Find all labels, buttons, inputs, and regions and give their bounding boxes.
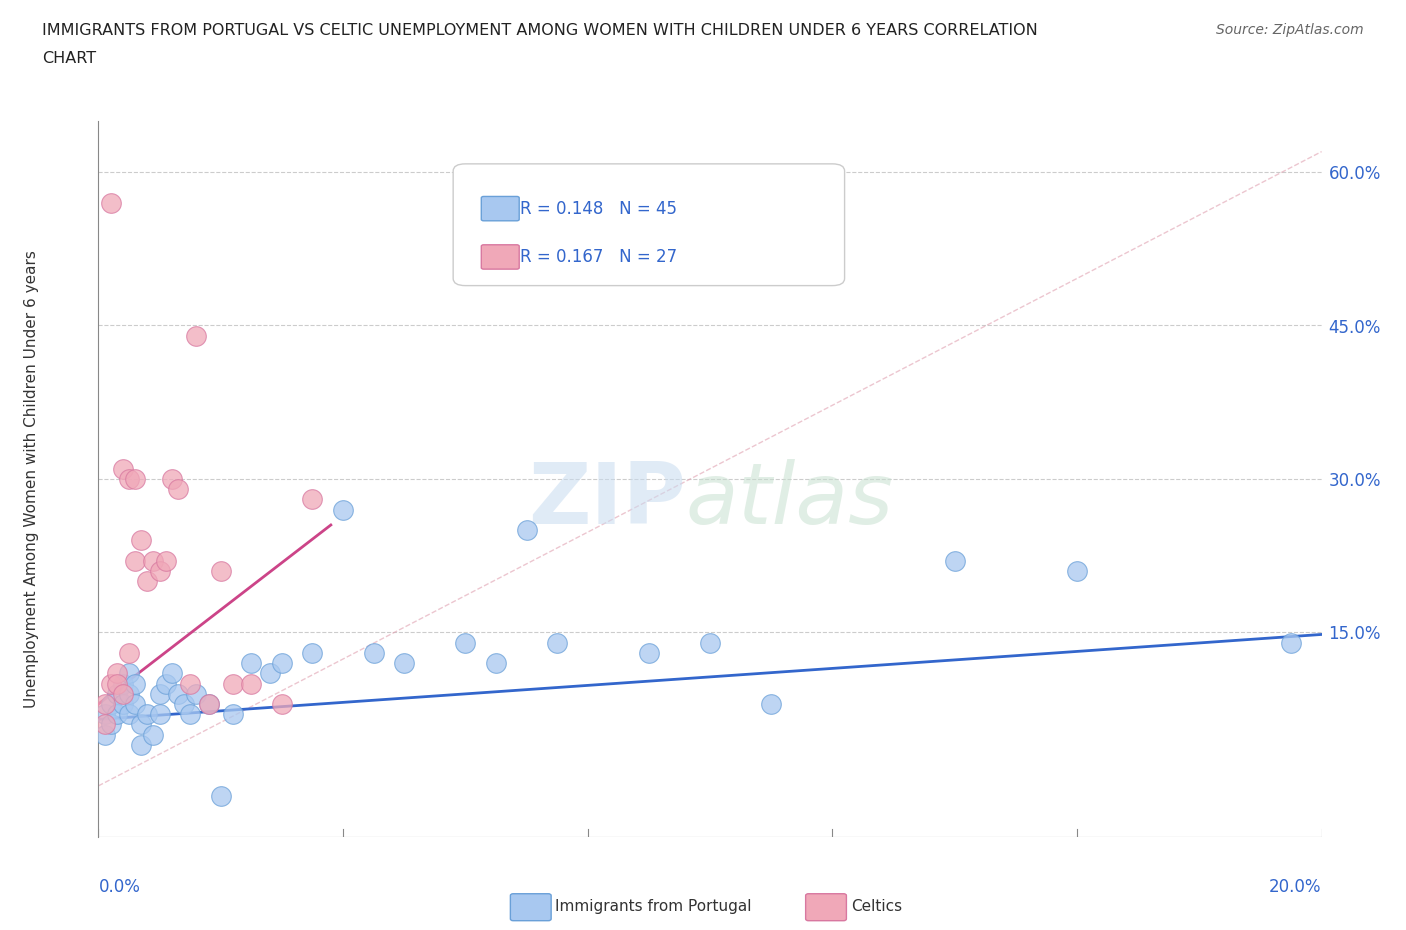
Point — [240, 656, 263, 671]
Point — [100, 676, 122, 691]
Text: ZIP: ZIP — [527, 458, 686, 542]
Point — [943, 553, 966, 568]
Point — [155, 553, 177, 568]
Point — [111, 686, 134, 701]
Point — [270, 656, 292, 671]
Point — [105, 666, 128, 681]
Point — [173, 697, 195, 711]
Point — [129, 533, 152, 548]
Point — [363, 645, 385, 660]
Point — [546, 635, 568, 650]
Point — [332, 502, 354, 517]
Point — [167, 482, 190, 497]
Point — [259, 666, 281, 681]
FancyBboxPatch shape — [481, 196, 519, 220]
Point — [209, 564, 232, 578]
Point — [454, 635, 477, 650]
Point — [149, 686, 172, 701]
Point — [222, 676, 245, 691]
Point — [100, 195, 122, 210]
Point — [124, 553, 146, 568]
Text: 0.0%: 0.0% — [98, 878, 141, 896]
Point — [485, 656, 508, 671]
Point — [142, 553, 165, 568]
Point — [167, 686, 190, 701]
Point — [186, 686, 208, 701]
Point — [100, 697, 122, 711]
Point — [392, 656, 416, 671]
Point — [209, 789, 232, 804]
Point — [142, 727, 165, 742]
Point — [105, 676, 128, 691]
Point — [270, 697, 292, 711]
Point — [129, 717, 152, 732]
Point — [136, 574, 159, 589]
Point — [186, 328, 208, 343]
Point — [136, 707, 159, 722]
Point — [124, 676, 146, 691]
Point — [124, 697, 146, 711]
Point — [93, 727, 115, 742]
Text: 20.0%: 20.0% — [1270, 878, 1322, 896]
Text: IMMIGRANTS FROM PORTUGAL VS CELTIC UNEMPLOYMENT AMONG WOMEN WITH CHILDREN UNDER : IMMIGRANTS FROM PORTUGAL VS CELTIC UNEMP… — [42, 23, 1038, 38]
Point — [93, 707, 115, 722]
Point — [93, 717, 115, 732]
Point — [1066, 564, 1088, 578]
Point — [111, 697, 134, 711]
Point — [149, 564, 172, 578]
Point — [149, 707, 172, 722]
Text: Source: ZipAtlas.com: Source: ZipAtlas.com — [1216, 23, 1364, 37]
Point — [118, 666, 141, 681]
Point — [105, 686, 128, 701]
Text: atlas: atlas — [686, 458, 894, 542]
Text: Immigrants from Portugal: Immigrants from Portugal — [555, 899, 752, 914]
Point — [179, 676, 201, 691]
Point — [118, 472, 141, 486]
Point — [118, 645, 141, 660]
Point — [1279, 635, 1302, 650]
Point — [118, 707, 141, 722]
Point — [240, 676, 263, 691]
Point — [155, 676, 177, 691]
Text: R = 0.167   N = 27: R = 0.167 N = 27 — [520, 248, 678, 266]
FancyBboxPatch shape — [453, 164, 845, 286]
Point — [301, 492, 323, 507]
Point — [759, 697, 782, 711]
Text: Unemployment Among Women with Children Under 6 years: Unemployment Among Women with Children U… — [24, 250, 38, 708]
Text: CHART: CHART — [42, 51, 96, 66]
Point — [111, 461, 134, 476]
Point — [111, 676, 134, 691]
FancyBboxPatch shape — [481, 245, 519, 269]
Point — [160, 472, 183, 486]
Point — [301, 645, 323, 660]
Point — [160, 666, 183, 681]
Point — [637, 645, 661, 660]
Point — [100, 717, 122, 732]
Point — [699, 635, 721, 650]
Point — [124, 472, 146, 486]
Point — [197, 697, 219, 711]
Point — [129, 737, 152, 752]
Point — [197, 697, 219, 711]
Point — [222, 707, 245, 722]
Point — [118, 686, 141, 701]
Point — [179, 707, 201, 722]
Point — [516, 523, 538, 538]
Point — [105, 707, 128, 722]
Point — [93, 697, 115, 711]
Text: R = 0.148   N = 45: R = 0.148 N = 45 — [520, 200, 678, 218]
Text: Celtics: Celtics — [851, 899, 901, 914]
